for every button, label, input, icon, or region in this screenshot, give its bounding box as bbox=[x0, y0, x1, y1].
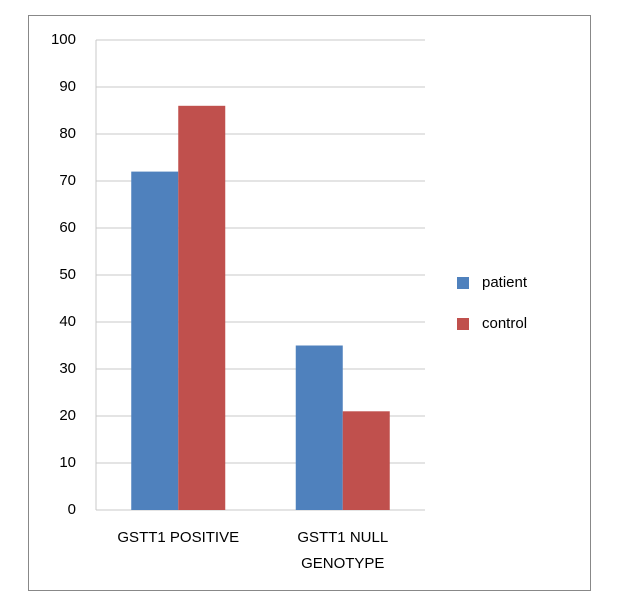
bar bbox=[131, 171, 179, 510]
bar bbox=[295, 345, 343, 510]
bar bbox=[178, 105, 226, 511]
y-tick-label: 90 bbox=[59, 78, 76, 95]
y-tick-label: 10 bbox=[59, 454, 76, 471]
bar bbox=[342, 411, 390, 510]
y-tick-label: 60 bbox=[59, 219, 76, 236]
x-tick-label: GSTT1 NULL GENOTYPE bbox=[297, 529, 389, 572]
y-tick-label: 30 bbox=[59, 360, 76, 377]
y-tick-label: 20 bbox=[59, 407, 76, 424]
legend-swatch bbox=[457, 277, 469, 289]
y-tick-label: 40 bbox=[59, 313, 76, 330]
x-tick-label: GSTT1 POSITIVE bbox=[117, 529, 240, 546]
y-tick-label: 70 bbox=[59, 172, 76, 189]
legend-label: control bbox=[482, 315, 527, 332]
y-tick-label: 100 bbox=[51, 31, 76, 48]
y-tick-label: 50 bbox=[59, 266, 76, 283]
y-tick-label: 80 bbox=[59, 125, 76, 142]
legend-swatch bbox=[457, 318, 469, 330]
legend-label: patient bbox=[482, 274, 528, 291]
y-tick-label: 0 bbox=[68, 501, 76, 518]
